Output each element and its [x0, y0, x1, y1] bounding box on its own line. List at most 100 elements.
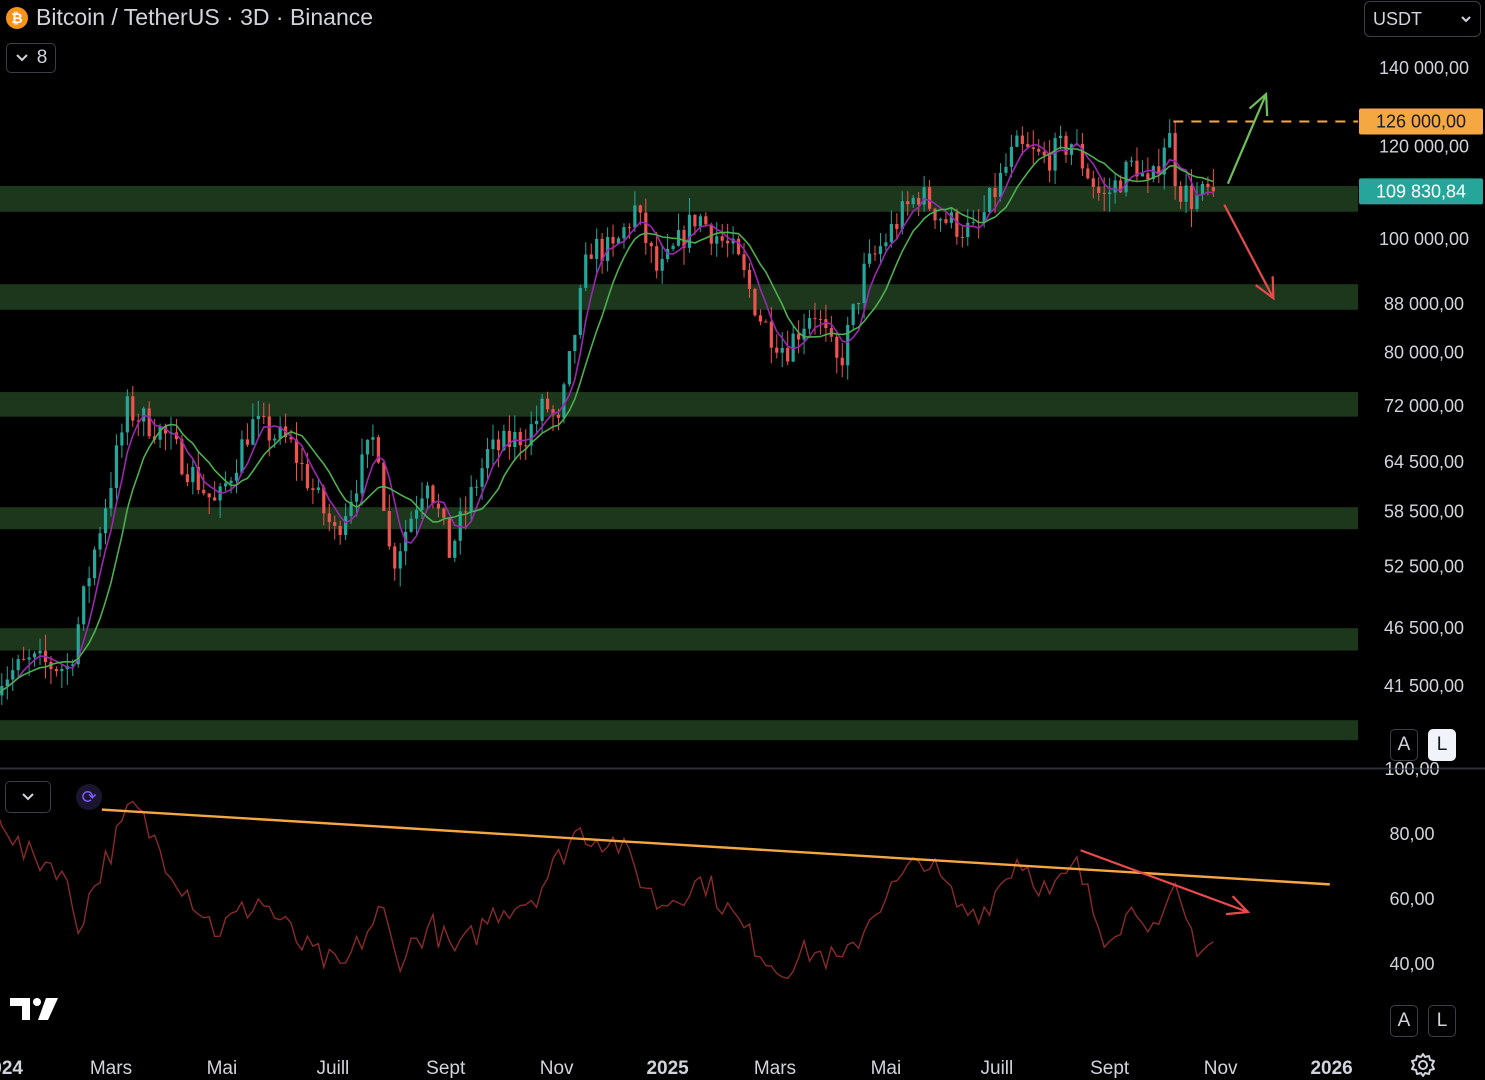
candle-body-80	[431, 485, 435, 504]
indicators-toggle-button[interactable]: 8	[6, 43, 56, 73]
time-axis-label: Sept	[426, 1058, 466, 1079]
chevron-down-icon	[22, 793, 34, 801]
candle-body-118	[638, 205, 642, 213]
candle-body-173	[938, 219, 943, 221]
candle-body-83	[447, 517, 451, 558]
price-tick-label: 58 500,00	[1384, 502, 1464, 522]
candle-body-4	[16, 659, 20, 671]
candle-body-59	[316, 487, 320, 491]
candle-body-178	[966, 222, 970, 238]
candle-body-98	[529, 424, 533, 446]
candle-body-129	[698, 216, 702, 227]
time-axis-label: 2026	[1310, 1058, 1352, 1079]
candle-body-94	[507, 430, 511, 448]
candle-body-70	[376, 437, 380, 463]
candle-body-191	[1037, 148, 1041, 152]
currency-value: USDT	[1373, 8, 1422, 29]
candle-body-168	[911, 197, 915, 205]
rsi-collapse-button[interactable]	[5, 781, 51, 813]
rsi-auto-scale-button[interactable]: A	[1390, 1005, 1418, 1037]
candle-body-213	[1157, 166, 1161, 175]
candle-body-58	[311, 488, 315, 491]
candle-body-19	[98, 533, 102, 550]
candle-body-209	[1135, 160, 1139, 177]
currency-select[interactable]: USDT	[1364, 1, 1481, 37]
candle-body-194	[1053, 138, 1057, 171]
candle-body-88	[475, 486, 479, 488]
candle-body-181	[982, 212, 986, 223]
candle-body-149	[807, 318, 812, 329]
refresh-icon[interactable]: ⟳	[76, 784, 102, 810]
candle-body-157	[851, 304, 855, 325]
candle-body-128	[693, 214, 697, 227]
price-tick-label: 100 000,00	[1379, 229, 1469, 249]
candle-body-111	[600, 238, 604, 261]
candle-body-26	[136, 420, 140, 422]
candle-body-182	[988, 187, 992, 213]
candle-body-116	[627, 227, 632, 229]
candle-body-119	[644, 212, 648, 243]
candle-body-62	[333, 522, 337, 526]
candle-body-189	[1026, 144, 1030, 148]
candle-body-105	[567, 351, 571, 385]
candle-body-81	[436, 503, 441, 509]
rsi-tick-label: 40,00	[1389, 954, 1434, 974]
candle-body-185	[1004, 166, 1008, 173]
candle-body-100	[540, 398, 544, 421]
rsi-log-scale-button[interactable]: L	[1428, 1005, 1456, 1037]
symbol-title[interactable]: Bitcoin / TetherUS · 3D · Binance	[36, 4, 374, 30]
candle-body-96	[518, 432, 522, 446]
candle-body-139	[753, 288, 757, 316]
candle-body-187	[1015, 135, 1019, 147]
candle-body-161	[873, 253, 877, 255]
time-axis-label: Nov	[1204, 1058, 1238, 1079]
gear-icon[interactable]	[1410, 1052, 1436, 1078]
candle-body-137	[742, 254, 746, 271]
candle-body-102	[551, 409, 555, 415]
candle-body-122	[660, 258, 664, 271]
candle-body-77	[414, 509, 419, 519]
candle-body-113	[611, 236, 615, 244]
candle-body-195	[1058, 135, 1063, 139]
candle-body-91	[491, 439, 495, 450]
candle-body-108	[584, 254, 588, 288]
candle-body-124	[671, 245, 675, 249]
candle-body-50	[267, 416, 271, 441]
candle-body-22	[114, 445, 119, 488]
candle-body-101	[545, 398, 550, 410]
price-zone-1	[0, 284, 1358, 310]
candle-body-92	[496, 439, 501, 451]
log-scale-button[interactable]: L	[1428, 729, 1456, 761]
candle-body-152	[824, 319, 828, 329]
candle-body-207	[1124, 161, 1128, 193]
candle-body-154	[835, 336, 839, 358]
candle-body-47	[251, 419, 255, 445]
candle-body-193	[1048, 155, 1052, 171]
price-zone-2	[0, 392, 1358, 417]
candle-body-28	[147, 408, 151, 437]
candle-body-43	[229, 480, 233, 484]
forecast-arrow-down	[1223, 204, 1275, 301]
candle-body-204	[1108, 192, 1112, 195]
candle-body-158	[857, 302, 861, 305]
candle-body-60	[322, 487, 326, 514]
candle-body-64	[344, 516, 348, 536]
forecast-arrow-up-head	[1248, 91, 1269, 117]
auto-scale-button[interactable]: A	[1390, 729, 1418, 761]
candle-body-76	[409, 518, 413, 532]
rsi-panel	[0, 769, 1485, 1035]
candle-body-174	[944, 219, 948, 223]
candle-body-14	[71, 664, 75, 666]
candle-body-205	[1113, 180, 1117, 193]
candle-body-39	[207, 493, 211, 498]
time-axis-label: Mai	[207, 1058, 238, 1079]
candle-body-15	[76, 624, 80, 665]
candle-body-151	[818, 318, 823, 320]
candle-body-44	[234, 472, 239, 481]
forecast-arrow-up	[1226, 91, 1269, 185]
candle-body-21	[109, 487, 113, 509]
candle-body-133	[720, 236, 724, 241]
candle-body-223	[1211, 187, 1215, 192]
resistance-price-badge	[1359, 108, 1483, 135]
